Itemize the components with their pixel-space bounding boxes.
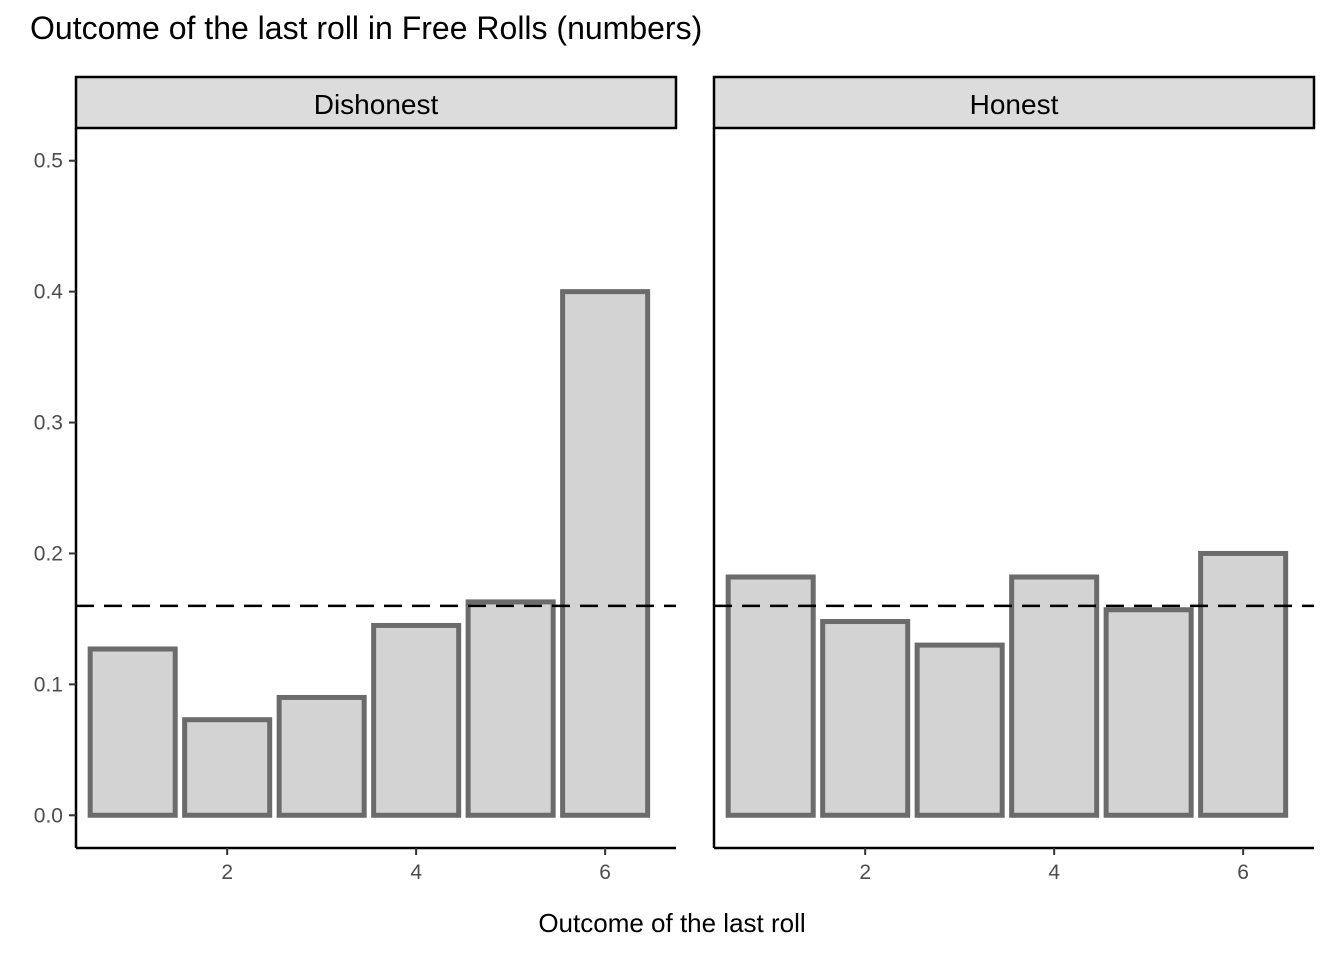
x-tick-label: 2 bbox=[859, 861, 871, 884]
facet-strip-label: Honest bbox=[970, 89, 1059, 120]
x-tick-label: 6 bbox=[599, 861, 611, 884]
x-axis-label: Outcome of the last roll bbox=[538, 908, 805, 938]
bar bbox=[1009, 574, 1100, 818]
bar bbox=[276, 694, 367, 818]
x-tick-label: 4 bbox=[1048, 861, 1060, 884]
y-tick-label: 0.3 bbox=[34, 412, 63, 435]
facet-strip bbox=[74, 75, 678, 130]
facet-panel-dishonest: Dishonest 2 4 6 bbox=[74, 75, 678, 884]
bar bbox=[465, 599, 556, 818]
y-tick-label: 0.0 bbox=[34, 804, 63, 827]
y-axis: 0.0 0.1 0.2 0.3 0.4 0.5 bbox=[34, 150, 76, 827]
bar bbox=[914, 642, 1005, 818]
bar bbox=[371, 622, 462, 818]
bar bbox=[1103, 607, 1194, 818]
y-tick-label: 0.5 bbox=[34, 150, 63, 173]
facet-strip-label: Dishonest bbox=[314, 89, 439, 120]
y-tick-label: 0.1 bbox=[34, 673, 63, 696]
bar bbox=[87, 646, 178, 818]
y-tick-label: 0.2 bbox=[34, 542, 63, 565]
bar bbox=[1198, 550, 1289, 818]
bar bbox=[725, 574, 816, 818]
bar bbox=[820, 619, 911, 818]
bar bbox=[560, 289, 651, 818]
x-tick-label: 6 bbox=[1237, 861, 1249, 884]
y-tick-label: 0.4 bbox=[34, 281, 64, 304]
chart-title: Outcome of the last roll in Free Rolls (… bbox=[30, 10, 702, 46]
facet-panels: Dishonest 2 4 6 Honest 2 4 6 bbox=[74, 75, 1316, 884]
x-tick-label: 2 bbox=[221, 861, 233, 884]
bar bbox=[182, 717, 273, 818]
facet-panel-honest: Honest 2 4 6 bbox=[712, 75, 1316, 884]
facet-strip bbox=[712, 75, 1316, 130]
x-tick-label: 4 bbox=[410, 861, 422, 884]
